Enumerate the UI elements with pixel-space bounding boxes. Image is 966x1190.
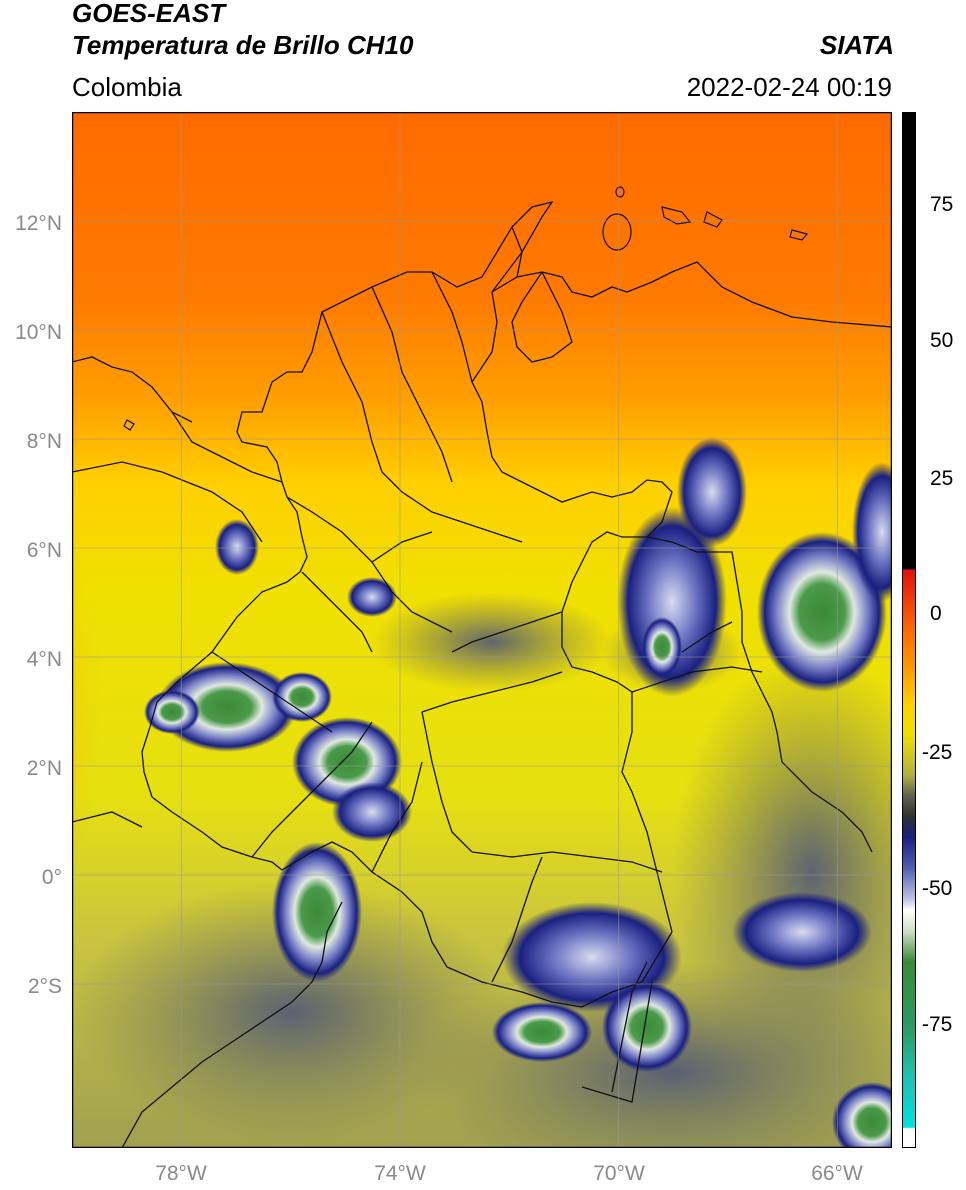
colorbar-tick-label: 75 (930, 193, 954, 216)
map-frame (72, 112, 892, 1148)
x-tick-label: 78°W (155, 1162, 207, 1185)
y-tick-label: 10°N (15, 321, 62, 344)
timestamp-label: 2022-02-24 00:19 (686, 72, 892, 102)
colorbar-tick-label: -25 (922, 741, 953, 764)
satellite-title: GOES-EAST (72, 0, 226, 28)
product-title: Temperatura de Brillo CH10 (72, 30, 414, 60)
colorbar-tick-label: -50 (922, 877, 953, 900)
y-tick-label: 8°N (26, 430, 62, 453)
y-tick-label: 0° (41, 866, 62, 889)
y-tick-label: 2°S (27, 975, 62, 998)
colorbar-tick-label: 0 (930, 602, 942, 625)
colorbar-tick-label: 25 (930, 467, 954, 490)
colorbar-tick-label: 50 (930, 329, 954, 352)
temperature-colorbar (902, 112, 916, 1148)
colorbar-tick-label: -75 (922, 1013, 953, 1036)
y-tick-label: 4°N (26, 648, 62, 671)
x-tick-label: 70°W (593, 1162, 645, 1185)
y-tick-label: 12°N (15, 212, 62, 235)
brightness-temperature-map (72, 112, 892, 1148)
graticule (72, 112, 892, 1148)
y-tick-label: 6°N (26, 539, 62, 562)
org-title: SIATA (819, 30, 894, 60)
political-boundaries (72, 200, 892, 1148)
x-tick-label: 74°W (374, 1162, 426, 1185)
y-tick-label: 2°N (26, 757, 62, 780)
region-label: Colombia (72, 72, 182, 102)
islands (123, 186, 809, 431)
x-tick-label: 66°W (811, 1162, 863, 1185)
